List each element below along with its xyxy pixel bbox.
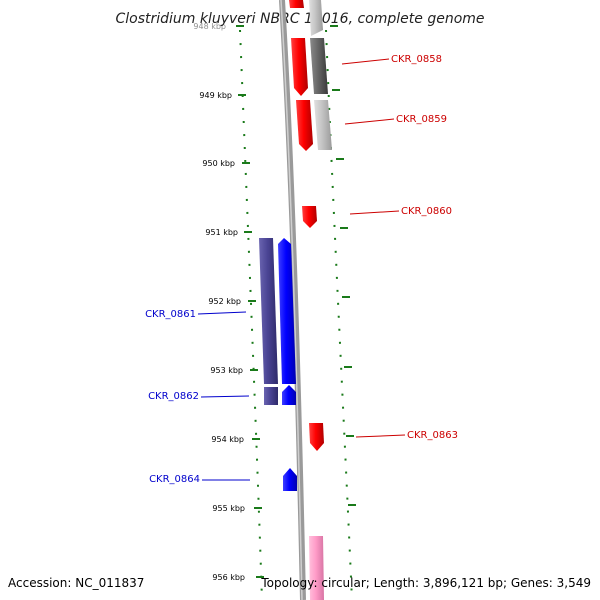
tick-label: 948 kbp [193, 22, 226, 31]
gene-label-ckr-0858[interactable]: CKR_0858 [391, 54, 442, 65]
gene-arrow-ckr-0861[interactable] [278, 238, 296, 384]
feature-bar-pink[interactable] [309, 536, 324, 600]
left-dotted-track [239, 29, 263, 600]
tick-label: 949 kbp [199, 91, 232, 100]
tick-label: 952 kbp [208, 297, 241, 306]
map-title: Clostridium kluyveri NBRC 12016, complet… [115, 11, 484, 27]
callout-line [355, 434, 406, 438]
callout-line [341, 58, 390, 65]
tick-label: 950 kbp [202, 159, 235, 168]
callout-line [200, 395, 250, 398]
gene-bar-ckr-0861-end[interactable] [264, 387, 278, 405]
genome-backbone-highlight [280, 0, 303, 600]
right-dotted-track [325, 29, 353, 600]
tick-label: 951 kbp [205, 228, 238, 237]
feature-bar-dark-grey[interactable] [310, 38, 328, 94]
gene-label-ckr-0863[interactable]: CKR_0863 [407, 430, 458, 441]
feature-bar-light-grey[interactable] [314, 100, 332, 150]
accession-text: Accession: NC_011837 [8, 576, 144, 590]
gene-arrow-ckr-0864[interactable] [283, 468, 297, 491]
genome-backbone [279, 0, 306, 600]
tick-marks [236, 25, 356, 578]
gene-label-ckr-0859[interactable]: CKR_0859 [396, 114, 447, 125]
gene-arrow-top-partial[interactable] [289, 0, 304, 8]
gene-arrow-ckr-0863[interactable] [309, 423, 324, 451]
gene-label-ckr-0860[interactable]: CKR_0860 [401, 206, 452, 217]
tick-label: 954 kbp [211, 435, 244, 444]
gene-arrow-ckr-0862[interactable] [282, 385, 296, 405]
gene-arrow-ckr-0860[interactable] [302, 206, 317, 228]
gene-label-ckr-0861[interactable]: CKR_0861 [145, 309, 196, 320]
gene-label-ckr-0864[interactable]: CKR_0864 [149, 474, 200, 485]
gene-label-ckr-0862[interactable]: CKR_0862 [148, 391, 199, 402]
tick-label: 955 kbp [212, 504, 245, 513]
callout-line [349, 210, 400, 215]
tick-label: 956 kbp [212, 573, 245, 582]
callout-line [344, 118, 395, 125]
topology-summary-text: Topology: circular; Length: 3,896,121 bp… [260, 576, 591, 590]
tick-label: 953 kbp [210, 366, 243, 375]
callout-line [197, 311, 247, 315]
gene-arrow-ckr-0858[interactable] [291, 38, 308, 96]
feature-bar-grey[interactable] [309, 0, 323, 36]
gene-arrow-ckr-0859[interactable] [296, 100, 313, 151]
gene-bar-ckr-0861[interactable] [259, 238, 278, 384]
